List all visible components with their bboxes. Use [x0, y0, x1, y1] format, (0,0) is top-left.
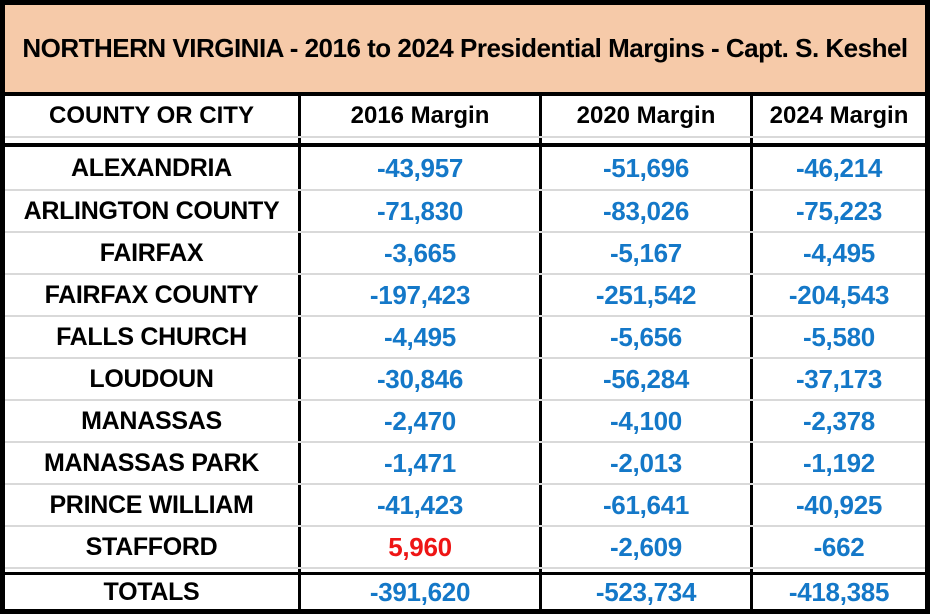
header-separator	[5, 138, 925, 147]
totals-label-cell: TOTALS	[103, 577, 200, 606]
totals-separator	[5, 567, 925, 575]
margin-value-cell: -71,830	[298, 191, 539, 231]
county-name-cell: STAFFORD	[85, 532, 218, 561]
margin-value-cell: -75,223	[750, 191, 925, 231]
margin-value-cell: -5,656	[539, 317, 750, 357]
margin-value-cell: -43,957	[298, 147, 539, 189]
table-row: MANASSAS -2,470 -4,100 -2,378	[5, 399, 925, 441]
margin-value-cell: -46,214	[750, 147, 925, 189]
margin-value-cell: -1,192	[750, 443, 925, 483]
table-row: ALEXANDRIA -43,957 -51,696 -46,214	[5, 147, 925, 189]
table-row: LOUDOUN -30,846 -56,284 -37,173	[5, 357, 925, 399]
county-name-cell: ALEXANDRIA	[71, 153, 232, 182]
margin-value-cell: -2,609	[539, 527, 750, 567]
county-name-cell: FALLS CHURCH	[56, 322, 247, 351]
margin-value-cell: -40,925	[750, 485, 925, 525]
table-row: FAIRFAX COUNTY -197,423 -251,542 -204,543	[5, 273, 925, 315]
margin-value-cell: -41,423	[298, 485, 539, 525]
totals-value-cell: -391,620	[298, 575, 539, 609]
county-name-cell: PRINCE WILLIAM	[49, 490, 254, 519]
margin-value-cell: -251,542	[539, 275, 750, 315]
separator-cell	[539, 569, 750, 572]
margin-value-cell: -5,167	[539, 233, 750, 273]
margin-value-cell: -197,423	[298, 275, 539, 315]
margin-value-cell: -51,696	[539, 147, 750, 189]
margin-value-cell: -1,471	[298, 443, 539, 483]
county-name-cell: MANASSAS PARK	[43, 448, 260, 477]
separator-cell	[5, 569, 298, 572]
margin-value-cell: -5,580	[750, 317, 925, 357]
header-cell: 2020 Margin	[539, 96, 750, 136]
header-cell: 2024 Margin	[750, 96, 925, 136]
county-name-cell: FAIRFAX	[99, 238, 204, 267]
separator-cell	[539, 138, 750, 143]
county-name-cell: MANASSAS	[81, 406, 222, 435]
table-title-block: NORTHERN VIRGINIA - 2016 to 2024 Preside…	[5, 5, 925, 96]
header-row: COUNTY OR CITY 2016 Margin 2020 Margin 2024…	[5, 96, 925, 138]
table-row: FAIRFAX -3,665 -5,167 -4,495	[5, 231, 925, 273]
margins-table: COUNTY OR CITY 2016 Margin 2020 Margin 2024…	[5, 96, 925, 609]
table-row: STAFFORD 5,960 -2,609 -662	[5, 525, 925, 567]
separator-cell	[5, 138, 298, 143]
separator-cell	[298, 138, 539, 143]
header-cell: 2016 Margin	[298, 96, 539, 136]
table-row: ARLINGTON COUNTY -71,830 -83,026 -75,223	[5, 189, 925, 231]
county-name-cell: FAIRFAX COUNTY	[44, 280, 259, 309]
county-name-cell: LOUDOUN	[89, 364, 214, 393]
margin-value-cell: -2,378	[750, 401, 925, 441]
separator-cell	[750, 138, 925, 143]
separator-cell	[750, 569, 925, 572]
margin-value-cell: -204,543	[750, 275, 925, 315]
separator-cell	[298, 569, 539, 572]
margin-value-cell: -61,641	[539, 485, 750, 525]
table-row: MANASSAS PARK -1,471 -2,013 -1,192	[5, 441, 925, 483]
margin-value-cell: -56,284	[539, 359, 750, 399]
margin-value-cell: -2,013	[539, 443, 750, 483]
margin-value-cell: -83,026	[539, 191, 750, 231]
margin-value-cell: 5,960	[298, 527, 539, 567]
table-title: NORTHERN VIRGINIA - 2016 to 2024 Preside…	[22, 33, 908, 64]
table-row: PRINCE WILLIAM -41,423 -61,641 -40,925	[5, 483, 925, 525]
margin-value-cell: -4,495	[298, 317, 539, 357]
margin-value-cell: -30,846	[298, 359, 539, 399]
table-row: FALLS CHURCH -4,495 -5,656 -5,580	[5, 315, 925, 357]
margin-value-cell: -3,665	[298, 233, 539, 273]
margin-value-cell: -4,100	[539, 401, 750, 441]
totals-row: TOTALS -391,620 -523,734 -418,385	[5, 575, 925, 609]
county-name-cell: ARLINGTON COUNTY	[23, 196, 280, 225]
totals-value-cell: -418,385	[750, 575, 925, 609]
totals-value-cell: -523,734	[539, 575, 750, 609]
margin-value-cell: -37,173	[750, 359, 925, 399]
margin-value-cell: -4,495	[750, 233, 925, 273]
margin-value-cell: -2,470	[298, 401, 539, 441]
table-body: ALEXANDRIA -43,957 -51,696 -46,214 ARLINGTON…	[5, 147, 925, 567]
margin-value-cell: -662	[750, 527, 925, 567]
header-cell: COUNTY OR CITY	[49, 102, 254, 129]
